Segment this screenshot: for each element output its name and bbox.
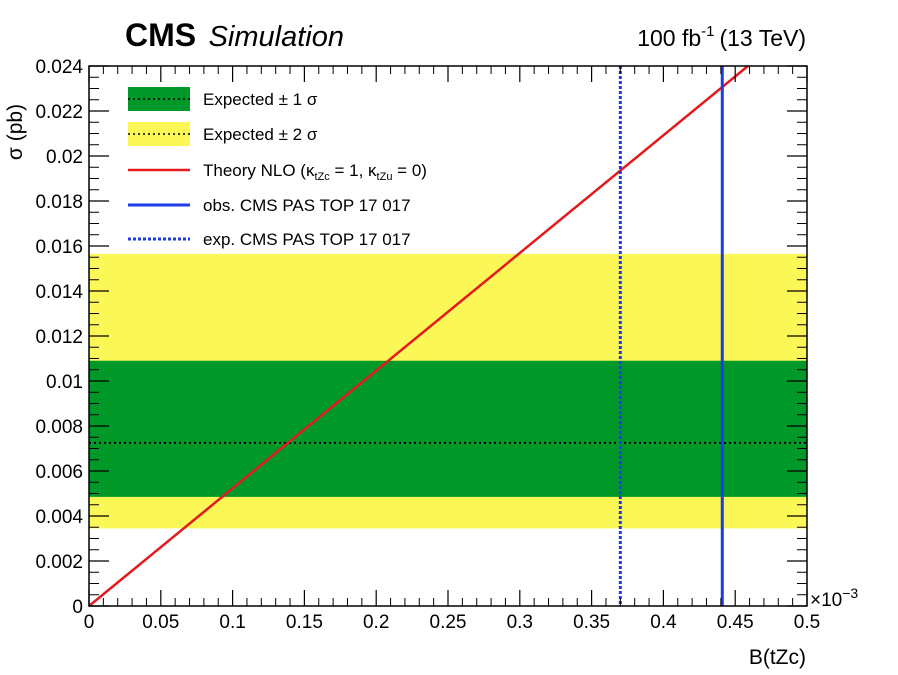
y-axis-label: σ (pb) bbox=[4, 104, 27, 160]
y-tick-label: 0 bbox=[72, 597, 83, 618]
y-tick-label: 0.012 bbox=[35, 327, 83, 348]
x-axis: 0 0.05 0.1 0.15 0.2 0.25 0.3 0.35 0.4 0.45 0.5 bbox=[84, 66, 820, 633]
y-tick-label: 0.014 bbox=[35, 282, 83, 303]
x-multiplier-base: ×10 bbox=[810, 590, 842, 611]
x-axis-label: B(tZc) bbox=[749, 646, 806, 669]
x-multiplier-exp: −3 bbox=[842, 585, 858, 601]
header: CMS Simulation bbox=[125, 17, 344, 53]
x-tick-label: 0.1 bbox=[219, 612, 245, 633]
lumi-exponent: -1 bbox=[701, 23, 714, 40]
legend: Expected ± 1 σ Expected ± 2 σ Theory NLO (… bbox=[128, 87, 427, 249]
legend-theory-sub: tZu bbox=[377, 171, 393, 183]
legend-theory-sub: tZc bbox=[314, 171, 330, 183]
y-tick-label: 0.016 bbox=[35, 237, 83, 258]
x-tick-label: 0.45 bbox=[717, 612, 754, 633]
legend-theory-part: Theory NLO (κ bbox=[203, 161, 315, 180]
lumi-energy: (13 TeV) bbox=[719, 25, 806, 51]
x-tick-label: 0.05 bbox=[142, 612, 179, 633]
theory-line bbox=[88, 65, 749, 607]
x-axis-multiplier: ×10−3 bbox=[810, 585, 858, 611]
legend-label: exp. CMS PAS TOP 17 017 bbox=[203, 230, 411, 249]
lumi-value: 100 fb bbox=[637, 25, 701, 51]
y-axis: 0 0.002 0.004 0.006 0.008 0.01 0.012 0.014 0.016… bbox=[35, 57, 807, 618]
x-tick-label: 0.15 bbox=[286, 612, 323, 633]
y-tick-label: 0.002 bbox=[35, 552, 83, 573]
lines-layer bbox=[88, 65, 749, 607]
y-tick-label: 0.01 bbox=[46, 372, 83, 393]
legend-label-theory: Theory NLO (κtZc = 1, κtZu = 0) bbox=[203, 161, 427, 183]
y-tick-label: 0.018 bbox=[35, 192, 83, 213]
lumi-label: 100 fb-1 (13 TeV) bbox=[637, 23, 806, 51]
experiment-label: CMS bbox=[125, 17, 196, 53]
legend-label: obs. CMS PAS TOP 17 017 bbox=[203, 196, 411, 215]
y-tick-label: 0.022 bbox=[35, 102, 83, 123]
y-tick-label: 0.006 bbox=[35, 462, 83, 483]
bands-layer bbox=[89, 253, 807, 529]
band-1sigma bbox=[89, 360, 807, 497]
y-tick-label: 0.004 bbox=[35, 507, 83, 528]
x-tick-label: 0.4 bbox=[650, 612, 677, 633]
legend-theory-part: = 1, κ bbox=[330, 161, 377, 180]
y-tick-label: 0.02 bbox=[46, 147, 83, 168]
x-tick-label: 0.2 bbox=[363, 612, 389, 633]
x-tick-label: 0.25 bbox=[430, 612, 467, 633]
y-tick-label: 0.024 bbox=[35, 57, 83, 78]
legend-theory-part: = 0) bbox=[392, 161, 427, 180]
x-tick-label: 0 bbox=[84, 612, 95, 633]
legend-label: Expected ± 2 σ bbox=[203, 125, 318, 144]
x-tick-label: 0.35 bbox=[573, 612, 610, 633]
y-tick-label: 0.008 bbox=[35, 417, 83, 438]
x-tick-label: 0.3 bbox=[507, 612, 533, 633]
simulation-label: Simulation bbox=[209, 21, 344, 53]
x-tick-label: 0.5 bbox=[794, 612, 820, 633]
legend-label: Expected ± 1 σ bbox=[203, 90, 318, 109]
